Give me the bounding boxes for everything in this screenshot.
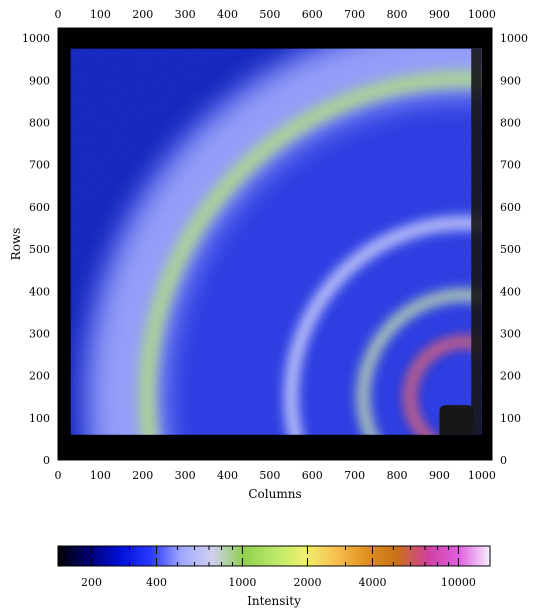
- x-tick-label: 1000: [468, 469, 496, 482]
- x-tick-label-top: 400: [217, 8, 238, 21]
- y-tick-label: 0: [43, 454, 50, 467]
- x-tick-label: 0: [55, 469, 62, 482]
- plot-frame: [57, 27, 493, 461]
- colorbar-gradient: [57, 545, 491, 567]
- scatter-region: [70, 48, 482, 435]
- y-tick-label: 700: [29, 159, 50, 172]
- x-tick-label: 100: [90, 469, 111, 482]
- colorbar-tick-label: 1000: [228, 576, 256, 589]
- y-tick-label: 300: [29, 327, 50, 340]
- x-tick-label: 500: [259, 469, 280, 482]
- y-tick-label-right: 500: [500, 243, 521, 256]
- y-tick-label: 400: [29, 285, 50, 298]
- colorbar-tick-label: 200: [81, 576, 102, 589]
- x-tick-label-top: 0: [55, 8, 62, 21]
- x-tick-label-top: 600: [302, 8, 323, 21]
- x-tick-label-top: 500: [259, 8, 280, 21]
- y-tick-label-right: 400: [500, 285, 521, 298]
- colorbar: 200 400 1000 2000 4000 10000 Intensity: [57, 545, 491, 608]
- y-tick-label-right: 700: [500, 159, 521, 172]
- y-tick-label: 900: [29, 74, 50, 87]
- axes: 0010010020020030030040040050050060060070…: [22, 8, 528, 482]
- y-tick-label: 200: [29, 370, 50, 383]
- y-tick-label-right: 1000: [500, 32, 528, 45]
- y-tick-label-right: 900: [500, 74, 521, 87]
- x-tick-label: 700: [344, 469, 365, 482]
- x-tick-label: 800: [387, 469, 408, 482]
- y-tick-label: 500: [29, 243, 50, 256]
- colorbar-tick-label: 4000: [358, 576, 386, 589]
- detector-image: [58, 28, 492, 460]
- colorbar-tick-label: 10000: [441, 576, 476, 589]
- x-tick-label: 900: [429, 469, 450, 482]
- y-tick-label-right: 100: [500, 412, 521, 425]
- x-tick-label-top: 800: [387, 8, 408, 21]
- y-tick-label: 800: [29, 117, 50, 130]
- x-tick-label: 600: [302, 469, 323, 482]
- colorbar-tick-label: 2000: [293, 576, 321, 589]
- y-tick-label-right: 300: [500, 327, 521, 340]
- x-tick-label-top: 100: [90, 8, 111, 21]
- y-axis-title: Rows: [9, 228, 23, 261]
- y-tick-label-right: 600: [500, 201, 521, 214]
- x-tick-label: 200: [132, 469, 153, 482]
- x-tick-label: 400: [217, 469, 238, 482]
- colorbar-tick-label: 400: [146, 576, 167, 589]
- x-tick-label-top: 200: [132, 8, 153, 21]
- y-tick-label: 1000: [22, 32, 50, 45]
- x-tick-label-top: 900: [429, 8, 450, 21]
- x-tick-label: 300: [175, 469, 196, 482]
- x-axis-title: Columns: [248, 487, 301, 501]
- x-tick-label-top: 700: [344, 8, 365, 21]
- speckle-noise: [70, 48, 482, 435]
- x-tick-label-top: 300: [175, 8, 196, 21]
- y-tick-label: 600: [29, 201, 50, 214]
- y-tick-label-right: 200: [500, 370, 521, 383]
- y-tick-label: 100: [29, 412, 50, 425]
- y-tick-label-right: 800: [500, 117, 521, 130]
- x-tick-label-top: 1000: [468, 8, 496, 21]
- colorbar-title: Intensity: [247, 594, 301, 608]
- y-tick-label-right: 0: [500, 454, 507, 467]
